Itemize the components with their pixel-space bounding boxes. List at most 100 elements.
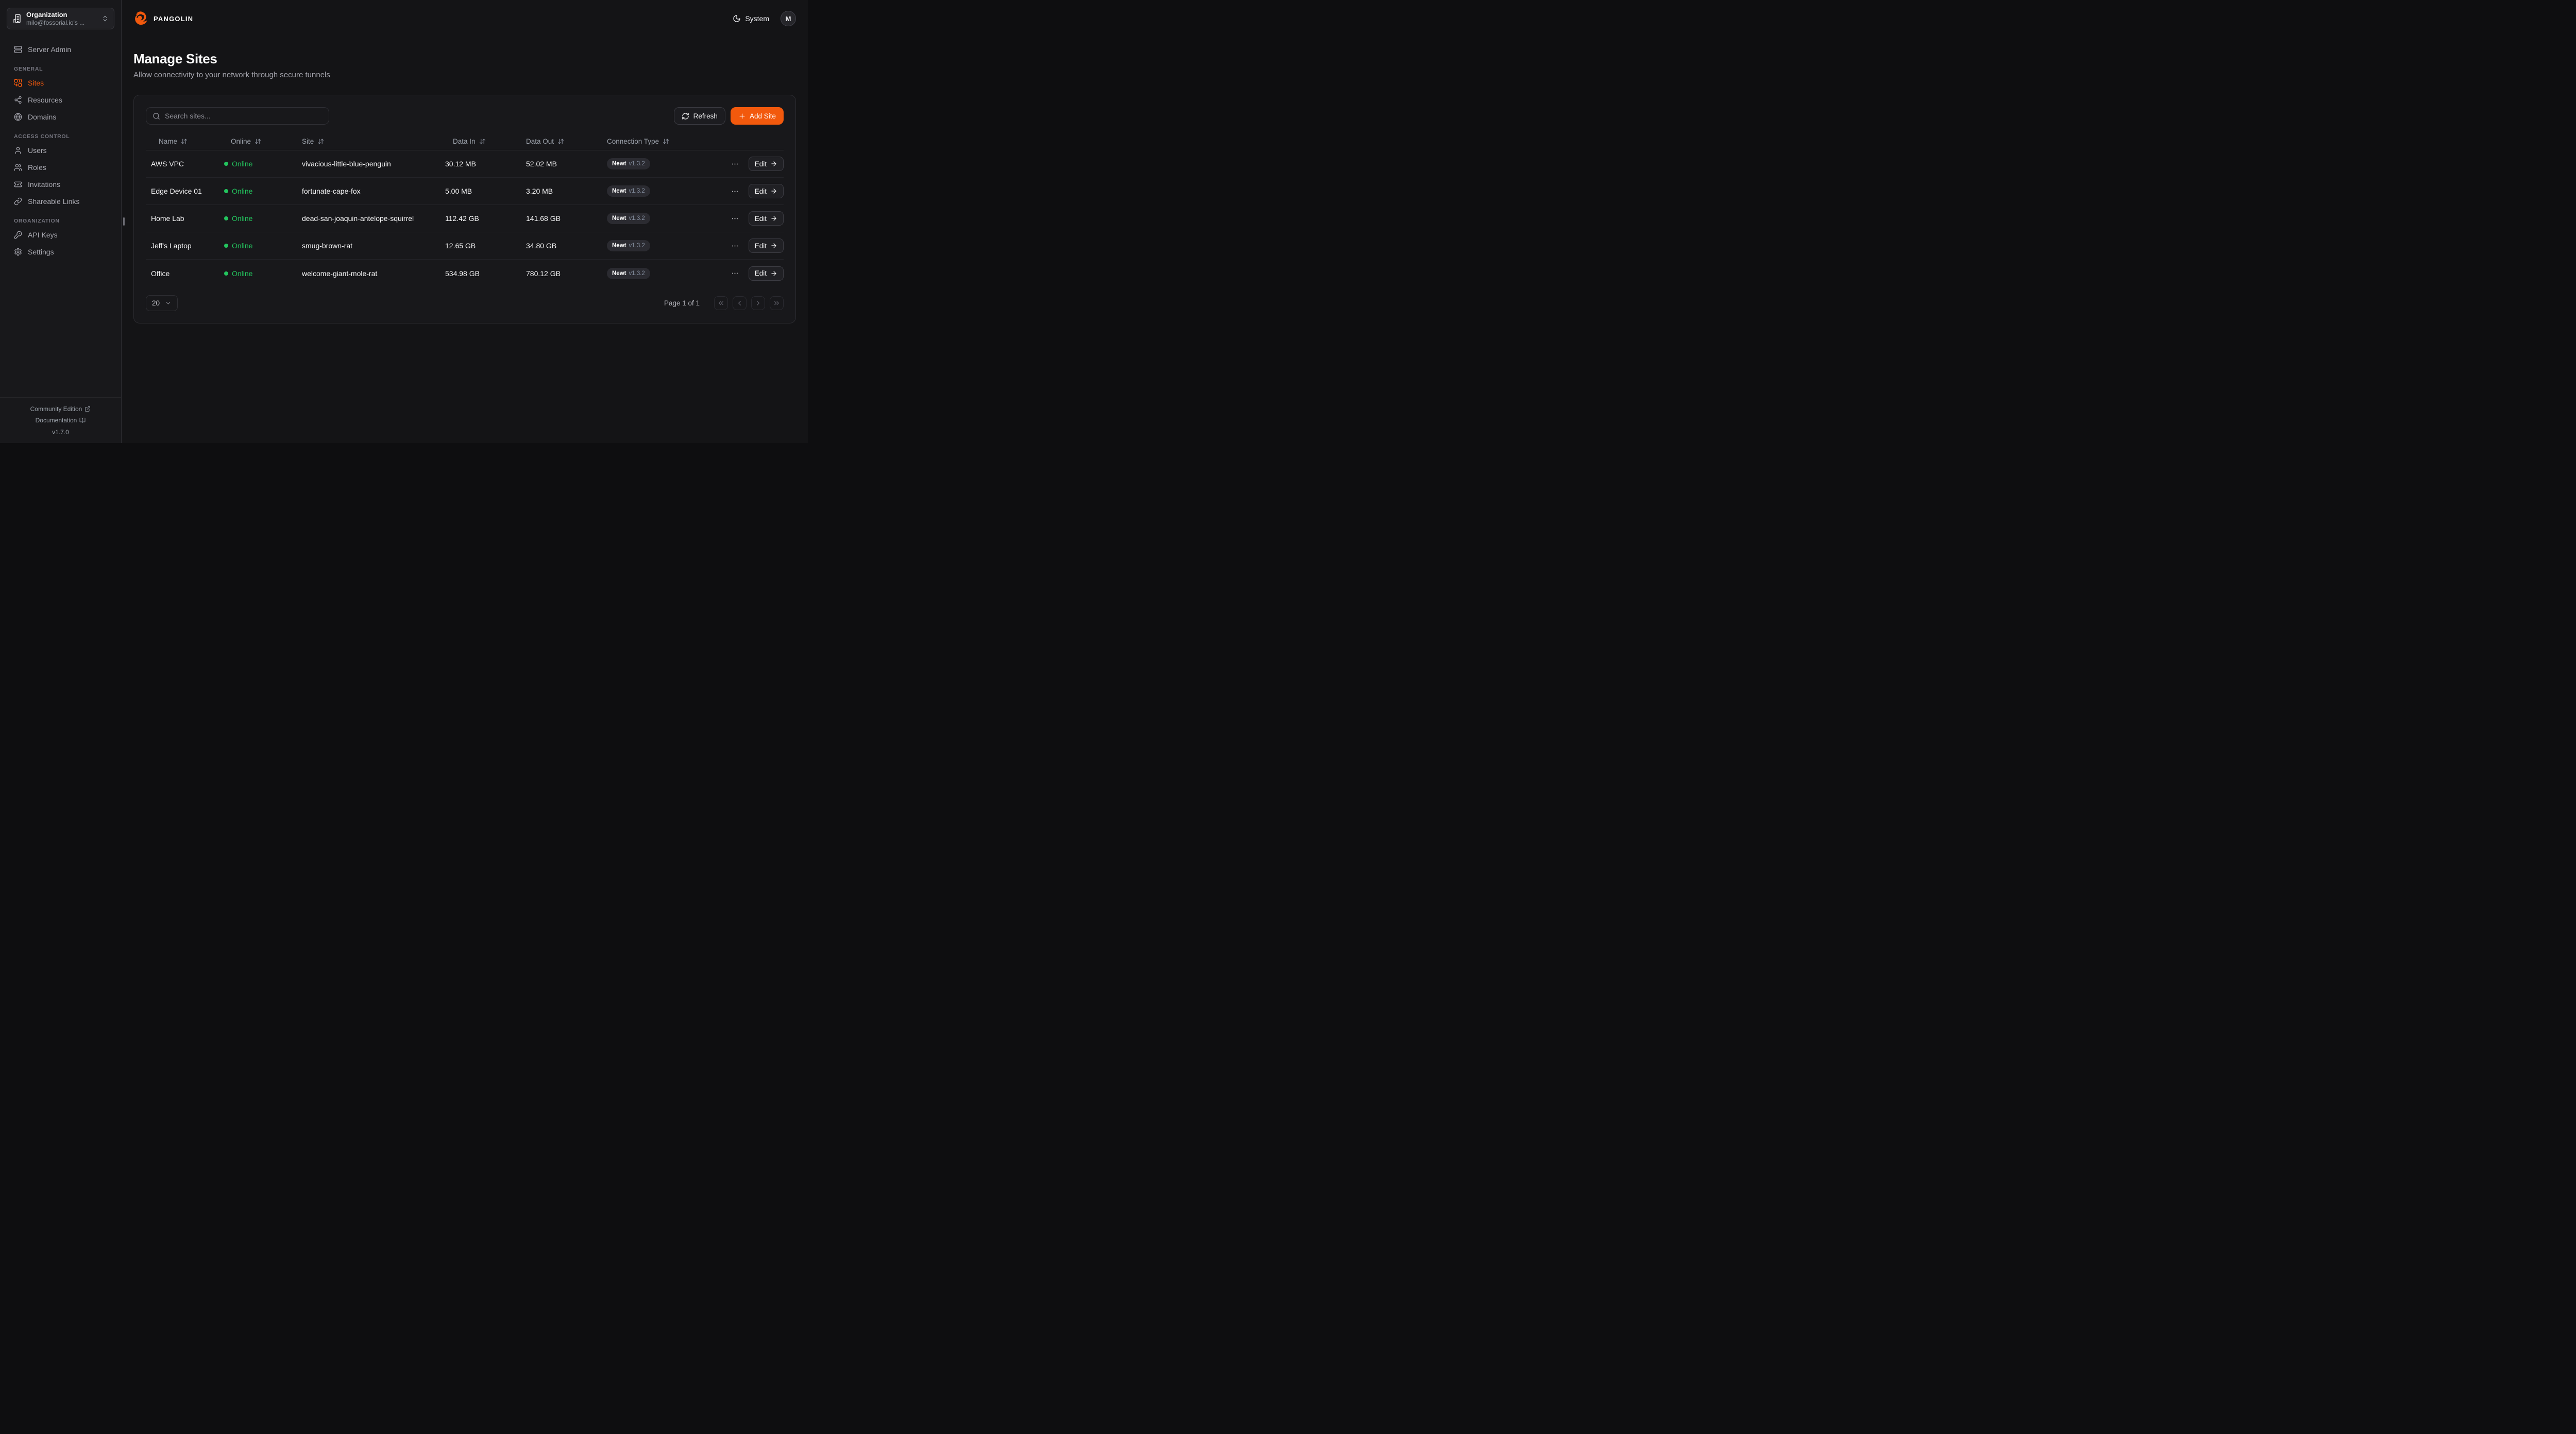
sidebar-item-domains[interactable]: Domains <box>7 108 114 125</box>
column-header-connection-type[interactable]: Connection Type <box>607 138 716 145</box>
search-input[interactable] <box>165 112 323 120</box>
sidebar-item-resources[interactable]: Resources <box>7 91 114 108</box>
connection-type-cell: Newt v1.3.2 <box>607 240 716 251</box>
connection-type-cell: Newt v1.3.2 <box>607 267 716 279</box>
row-menu-button[interactable] <box>729 240 741 252</box>
community-edition-link[interactable]: Community Edition <box>0 403 121 415</box>
plus-icon <box>738 112 746 120</box>
row-actions-cell: Edit <box>716 211 784 226</box>
connection-badge: Newt v1.3.2 <box>607 213 650 224</box>
refresh-button[interactable]: Refresh <box>673 107 725 125</box>
table-row: Edge Device 01 Online fortunate-cape-fox… <box>146 178 784 205</box>
sidebar-item-settings[interactable]: Settings <box>7 243 114 260</box>
row-menu-button[interactable] <box>729 267 741 279</box>
edit-button[interactable]: Edit <box>748 157 784 171</box>
section-label-general: GENERAL <box>14 66 43 72</box>
sidebar-item-label: Server Admin <box>28 45 72 54</box>
ellipsis-icon <box>731 187 739 195</box>
refresh-icon <box>682 112 689 120</box>
next-page-button[interactable] <box>751 296 765 310</box>
theme-toggle[interactable]: System <box>733 14 769 23</box>
last-page-button[interactable] <box>770 296 784 310</box>
sort-icon <box>663 138 669 145</box>
online-dot-icon <box>224 189 228 193</box>
chevrons-left-icon <box>717 299 725 307</box>
sort-icon <box>557 138 564 145</box>
avatar[interactable]: M <box>781 11 796 26</box>
ellipsis-icon <box>731 215 739 223</box>
search-icon <box>152 112 160 120</box>
data-out-cell: 141.68 GB <box>526 214 561 223</box>
sidebar-item-label: Domains <box>28 112 57 121</box>
prev-page-button[interactable] <box>733 296 747 310</box>
sidebar-item-label: Settings <box>28 247 54 256</box>
data-in-cell: 12.65 GB <box>445 242 476 250</box>
sidebar-footer: Community Edition Documentation v1.7.0 <box>0 397 121 443</box>
users-icon <box>14 163 22 172</box>
edit-button[interactable]: Edit <box>748 184 784 198</box>
pagination: 20 Page 1 of 1 <box>146 295 784 311</box>
table-toolbar: Refresh Add Site <box>146 107 784 125</box>
arrow-right-icon <box>770 215 777 222</box>
column-header-data-in[interactable]: Data In <box>445 138 526 145</box>
connection-badge: Newt v1.3.2 <box>607 158 650 169</box>
table-body: AWS VPC Online vivacious-little-blue-pen… <box>146 150 784 287</box>
add-site-button[interactable]: Add Site <box>730 107 784 125</box>
row-menu-button[interactable] <box>729 213 741 225</box>
connection-type-cell: Newt v1.3.2 <box>607 158 716 169</box>
org-value: milo@fossorial.io's ... <box>26 19 85 26</box>
sort-icon <box>255 138 261 145</box>
brand-name: PANGOLIN <box>154 14 194 23</box>
building-icon <box>12 14 22 23</box>
pangolin-logo <box>133 11 149 26</box>
documentation-link[interactable]: Documentation <box>0 415 121 426</box>
data-out-cell: 52.02 MB <box>526 160 557 168</box>
sidebar-item-users[interactable]: Users <box>7 142 114 159</box>
sort-icon <box>181 138 188 145</box>
column-header-data-out[interactable]: Data Out <box>526 138 607 145</box>
page-title: Manage Sites <box>133 51 217 66</box>
table-row: Jeff's Laptop Online smug-brown-rat 12.6… <box>146 232 784 260</box>
data-in-cell: 534.98 GB <box>445 269 480 278</box>
data-in-cell: 30.12 MB <box>445 160 476 168</box>
column-header-site[interactable]: Site <box>302 138 445 145</box>
sidebar-item-invitations[interactable]: Invitations <box>7 176 114 193</box>
site-name-cell: AWS VPC <box>151 160 184 168</box>
table-header-row: Name Online Site Data In Data Out <box>146 133 784 150</box>
row-actions-cell: Edit <box>716 266 784 281</box>
data-in-cell: 112.42 GB <box>445 214 479 223</box>
connection-type-cell: Newt v1.3.2 <box>607 185 716 197</box>
edit-button[interactable]: Edit <box>748 266 784 281</box>
chevron-right-icon <box>754 299 762 307</box>
link-icon <box>14 197 22 206</box>
column-header-name[interactable]: Name <box>146 138 224 145</box>
sidebar-item-api-keys[interactable]: API Keys <box>7 226 114 243</box>
org-selector[interactable]: Organization milo@fossorial.io's ... <box>7 8 114 29</box>
sidebar-item-label: Resources <box>28 95 62 104</box>
connection-badge: Newt v1.3.2 <box>607 240 650 251</box>
key-icon <box>14 231 22 239</box>
arrow-right-icon <box>770 160 777 167</box>
site-name-cell: Jeff's Laptop <box>151 242 192 250</box>
column-header-online[interactable]: Online <box>224 138 302 145</box>
sidebar-nav: Server Admin GENERAL Sites Resources Dom… <box>7 41 114 260</box>
page-subtitle: Allow connectivity to your network throu… <box>133 71 330 79</box>
sidebar-item-label: Invitations <box>28 180 61 189</box>
first-page-button[interactable] <box>714 296 728 310</box>
sidebar-item-shareable-links[interactable]: Shareable Links <box>7 193 114 210</box>
sidebar-item-sites[interactable]: Sites <box>7 74 114 91</box>
edit-button[interactable]: Edit <box>748 211 784 226</box>
sidebar-resize-handle[interactable] <box>123 217 125 226</box>
sidebar-item-roles[interactable]: Roles <box>7 159 114 176</box>
row-menu-button[interactable] <box>729 185 741 197</box>
org-label: Organization <box>26 10 67 19</box>
sort-icon <box>479 138 486 145</box>
edit-button[interactable]: Edit <box>748 238 784 253</box>
chevron-down-icon <box>165 300 172 306</box>
page-size-select[interactable]: 20 <box>146 295 178 311</box>
row-menu-button[interactable] <box>729 158 741 170</box>
data-out-cell: 3.20 MB <box>526 187 553 195</box>
site-id-cell: welcome-giant-mole-rat <box>302 269 378 278</box>
sidebar-item-server-admin[interactable]: Server Admin <box>7 41 114 58</box>
online-dot-icon <box>224 244 228 248</box>
